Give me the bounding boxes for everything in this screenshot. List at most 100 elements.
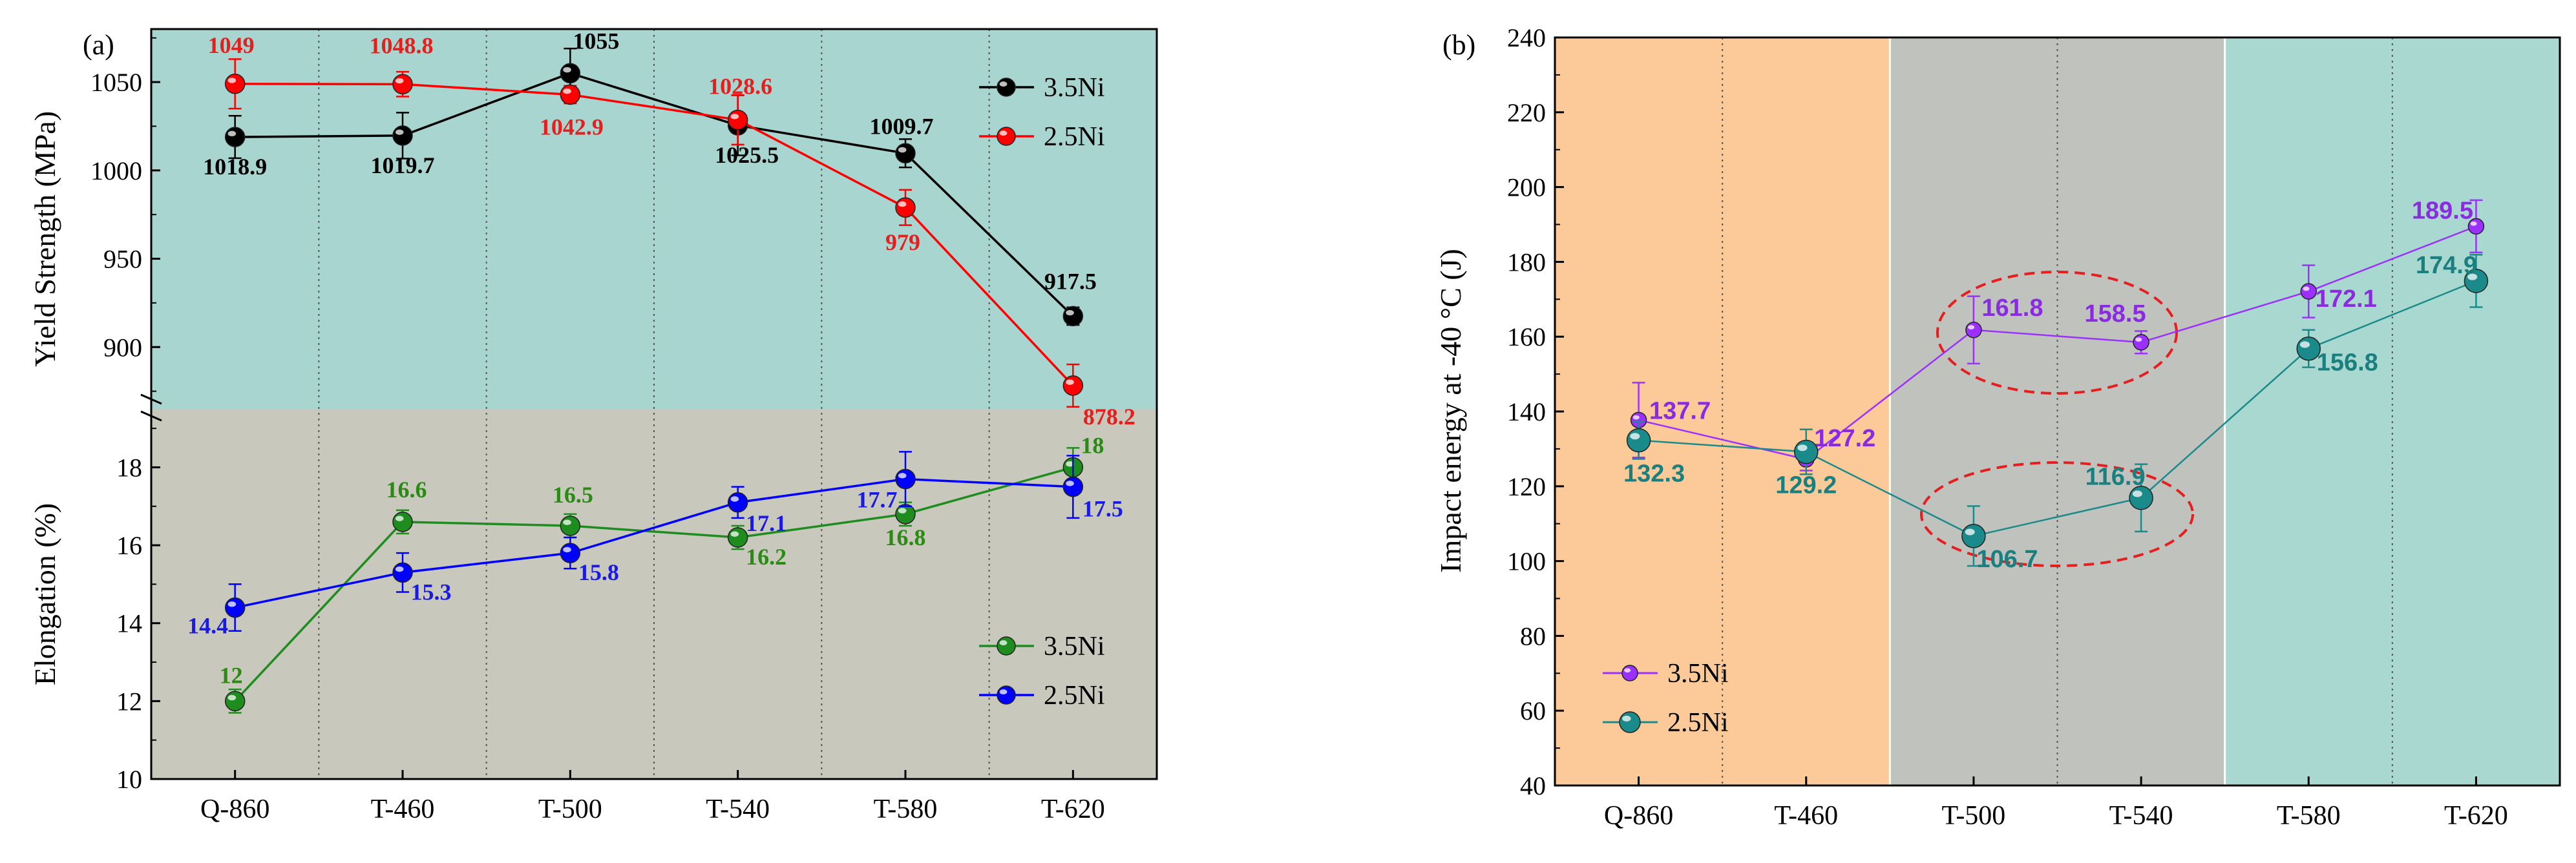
elongation-2-5ni-point-q-860-highlight [227, 601, 237, 607]
impact-3-5ni-point-t-580-body [2300, 283, 2317, 300]
panel-a-frame [150, 28, 1158, 780]
axis-break-mark-2 [140, 410, 162, 422]
impact-legend-marker-2-5ni [1619, 711, 1641, 733]
elongation-2-5ni-label-t-460: 15.3 [411, 579, 452, 605]
panel-a-x-label-t-540: T-540 [706, 795, 770, 824]
panel-a-upper-background [151, 29, 1157, 409]
elongation-2-5ni-point-t-580-highlight [898, 473, 907, 479]
yield-tick-label-1000: 1000 [90, 156, 142, 185]
yield-2-5ni-label-t-500: 1042.9 [540, 114, 604, 140]
panel-b-x-label-q-860: Q-860 [1604, 801, 1673, 831]
yield-2-5ni-point-t-460 [392, 74, 413, 95]
impact-2-5ni-point-t-580-highlight [2299, 341, 2310, 348]
yield-legend-marker-3-5ni-highlight [999, 81, 1008, 87]
elongation-3-5ni-label-t-500: 16.5 [553, 482, 593, 508]
panel-b-x-label-t-500: T-500 [1942, 801, 2006, 831]
elongation-legend-marker-2-5ni [997, 685, 1016, 705]
elongation-3-5ni-point-t-540-body [727, 527, 748, 548]
panel-b-tag: (b) [1442, 29, 1475, 61]
impact-2-5ni-point-t-580 [2296, 336, 2321, 361]
yield-legend-label-3-5ni: 3.5Ni [1044, 73, 1105, 103]
elongation-2-5ni-point-t-460-highlight [395, 566, 404, 572]
elongation-3-5ni-label-t-540: 16.2 [746, 544, 787, 570]
impact-3-5ni-point-t-540-highlight [2135, 337, 2142, 342]
impact-2-5ni-label-t-620: 174.9 [2416, 252, 2477, 279]
yield-2-5ni-label-t-620: 878.2 [1083, 404, 1135, 430]
impact-3-5ni-label-t-620: 189.5 [2412, 197, 2473, 224]
elongation-2-5ni-line [235, 477, 1073, 609]
impact-3-5ni-point-t-620 [2467, 218, 2485, 235]
yield-2-5ni-point-t-540 [727, 109, 748, 130]
yield-2-5ni-point-t-580 [895, 197, 916, 218]
impact-3-5ni-point-t-500-highlight [1968, 325, 1975, 329]
yield-3-5ni-label-t-460: 1019.7 [371, 152, 435, 178]
yield-tick-label-950: 950 [103, 245, 142, 274]
yield-3-5ni-point-q-860-highlight [227, 130, 237, 137]
elongation-3-5ni-point-t-460 [392, 512, 413, 532]
elongation-2-5ni-point-t-460-body [392, 562, 413, 583]
impact-legend-marker-3-5ni-body [1621, 665, 1638, 681]
elongation-tick-label-10: 10 [116, 765, 142, 794]
impact-3-5ni-point-t-540-body [2133, 334, 2149, 351]
impact-3-5ni-label-t-540: 158.5 [2085, 300, 2146, 328]
impact-2-5ni-point-t-460 [1794, 439, 1819, 464]
impact-3-5ni-label-t-500: 161.8 [1981, 295, 2043, 322]
impact-legend-label-2-5ni: 2.5Ni [1667, 708, 1729, 738]
elongation-2-5ni-label-t-500: 15.8 [578, 559, 619, 585]
highlight-ellipse-lower [1920, 461, 2194, 567]
yield-tick-label-900: 900 [103, 333, 142, 362]
yield-2-5ni-point-t-620-highlight [1066, 379, 1074, 385]
yield-legend-marker-3-5ni [997, 78, 1016, 97]
elongation-2-5ni-point-t-620 [1062, 476, 1084, 497]
yield-2-5ni-point-t-540-highlight [730, 114, 739, 120]
elongation-3-5ni-point-q-860-body [224, 691, 246, 712]
elongation-3-5ni-point-t-580-body [895, 504, 916, 525]
yield-3-5ni-point-t-500 [560, 63, 581, 84]
impact-2-5ni-point-q-860-highlight [1630, 433, 1640, 440]
impact-2-5ni-point-t-620-highlight [2467, 273, 2478, 280]
impact-tick-label-40: 40 [1520, 771, 1546, 800]
elongation-3-5ni-point-t-460-highlight [395, 515, 404, 521]
impact-legend-label-3-5ni: 3.5Ni [1667, 659, 1729, 689]
impact-tick-label-160: 160 [1507, 322, 1546, 351]
panel-b-marks: 137.7 127.2 161.8 158.5 172.1 189.5 132.3 129.2… [1623, 197, 2489, 573]
impact-2-5ni-point-t-460-body [1794, 439, 1819, 464]
panel-b-x-label-t-620: T-620 [2444, 801, 2508, 831]
impact-3-5ni-label-q-860: 137.7 [1649, 397, 1711, 424]
elongation-3-5ni-line [234, 466, 1073, 702]
yield-3-5ni-label-t-540: 1025.5 [715, 142, 779, 168]
elongation-tick-label-12: 12 [116, 687, 142, 716]
elongation-2-5ni-point-t-580 [895, 468, 916, 490]
elongation-2-5ni-point-t-580-body [895, 468, 916, 490]
impact-2-5ni-point-t-540 [2129, 485, 2153, 510]
impact-tick-label-60: 60 [1520, 696, 1546, 725]
elongation-2-5ni-point-t-540-body [727, 492, 748, 513]
yield-3-5ni-point-t-620-body [1062, 306, 1084, 327]
impact-3-5ni-label-t-580: 172.1 [2316, 286, 2377, 313]
yield-strength-axis-label: Yield Strength (MPa) [28, 111, 61, 367]
yield-legend-label-2-5ni: 2.5Ni [1044, 122, 1105, 152]
panel-a-x-label-t-620: T-620 [1041, 795, 1105, 824]
impact-2-5ni-point-q-860-body [1626, 428, 1651, 453]
elongation-3-5ni-point-t-500-body [560, 515, 581, 536]
elongation-2-5ni-label-t-620: 17.5 [1082, 496, 1123, 522]
panel-a-marks: 1018.9 1019.7 1055 1025.5 1009.7 917.5 1049 104… [187, 28, 1135, 714]
impact-3-5ni-point-t-580-highlight [2303, 286, 2310, 291]
panel-a-axes: 900 950 1000 1050 10 12 14 16 18 Q-860 T-460 T-500 T… [90, 37, 1105, 824]
elongation-2-5ni-point-t-500-body [560, 543, 581, 563]
elongation-axis-label: Elongation (%) [28, 503, 61, 685]
elongation-tick-label-18: 18 [116, 453, 142, 482]
elongation-3-5ni-point-t-580-highlight [898, 508, 907, 514]
impact-tick-label-140: 140 [1507, 397, 1546, 426]
yield-2-5ni-point-t-460-body [392, 74, 413, 95]
impact-tick-label-240: 240 [1507, 23, 1546, 52]
elongation-3-5ni-point-t-540 [727, 527, 748, 548]
elongation-3-5ni-label-q-860: 12 [220, 662, 243, 688]
elongation-3-5ni-point-q-860 [224, 691, 246, 712]
elongation-2-5ni-point-q-860 [224, 597, 246, 618]
elongation-legend-marker-2-5ni-body [997, 685, 1016, 705]
panel-a-tag: (a) [83, 29, 114, 61]
impact-3-5ni-line [1638, 225, 2476, 461]
elongation-tick-label-14: 14 [116, 609, 142, 638]
yield-2-5ni-point-t-620-body [1062, 375, 1084, 396]
